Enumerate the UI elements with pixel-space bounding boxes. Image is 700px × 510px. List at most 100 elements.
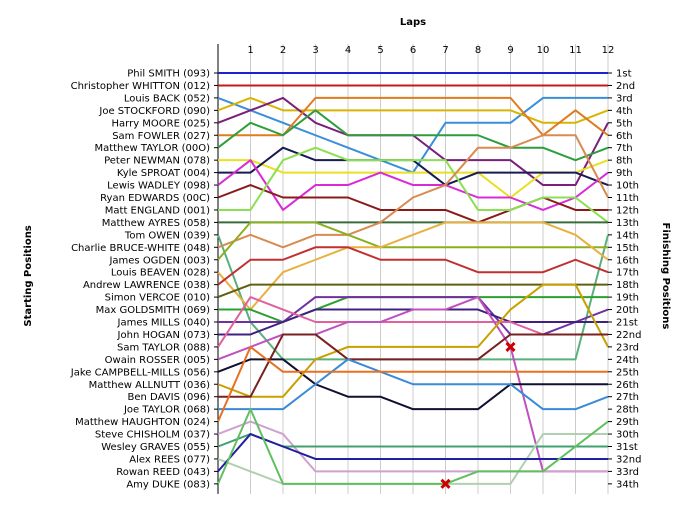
finishing-position-label: 18th bbox=[616, 280, 639, 291]
finishing-position-label: 6th bbox=[616, 131, 633, 142]
retirement-x-marker bbox=[505, 341, 516, 352]
starting-position-label: Matt ENGLAND (001) bbox=[105, 205, 210, 216]
finishing-position-label: 3rd bbox=[616, 93, 633, 104]
driver-position-line bbox=[217, 358, 608, 411]
finishing-position-label: 19th bbox=[616, 293, 639, 304]
driver-position-line bbox=[217, 109, 609, 162]
driver-position-line bbox=[217, 345, 608, 422]
driver-position-line bbox=[217, 159, 609, 211]
finishing-position-label: 8th bbox=[616, 156, 633, 167]
lap-tick-label: 7 bbox=[442, 45, 448, 56]
starting-position-label: Wesley GRAVES (055) bbox=[101, 442, 210, 453]
finishing-position-label: 31st bbox=[616, 442, 638, 453]
finishing-position-label: 7th bbox=[616, 143, 633, 154]
lap-tick-label: 12 bbox=[602, 45, 615, 56]
driver-position-line bbox=[217, 134, 609, 249]
finishing-position-label: 22nd bbox=[616, 330, 641, 341]
lap-tick-label: 4 bbox=[345, 45, 351, 56]
finishing-position-label: 20th bbox=[616, 305, 639, 316]
finishing-position-label: 21st bbox=[616, 318, 638, 329]
finishing-position-label: 11th bbox=[616, 193, 639, 204]
finishing-position-label: 5th bbox=[616, 118, 633, 129]
lap-tick-label: 6 bbox=[410, 45, 416, 56]
starting-position-label: James MILLS (040) bbox=[117, 318, 211, 329]
starting-position-label: Amy DUKE (083) bbox=[126, 479, 210, 490]
starting-position-label: Ryan EDWARDS (00C) bbox=[100, 193, 210, 204]
starting-position-label: Simon VERCOE (010) bbox=[105, 293, 210, 304]
starting-position-label: Andrew LAWRENCE (038) bbox=[83, 280, 210, 291]
finishing-position-label: 29th bbox=[616, 417, 639, 428]
finishing-position-label: 12th bbox=[616, 205, 639, 216]
finishing-position-label: 30th bbox=[616, 430, 639, 441]
finishing-position-label: 26th bbox=[616, 380, 639, 391]
starting-position-label: Steve CHISHOLM (037) bbox=[95, 430, 210, 441]
starting-position-label: Kyle SPROAT (004) bbox=[117, 168, 210, 179]
finishing-position-label: 9th bbox=[616, 168, 633, 179]
starting-position-label: Louis BEAVEN (028) bbox=[111, 268, 210, 279]
starting-position-label: Tom OWEN (039) bbox=[124, 230, 210, 241]
starting-position-label: Sam FOWLER (027) bbox=[112, 131, 210, 142]
lap-tick-label: 3 bbox=[312, 45, 318, 56]
driver-position-line bbox=[217, 283, 609, 398]
finishing-position-label: 23rd bbox=[616, 342, 639, 353]
starting-position-label: Joe STOCKFORD (090) bbox=[98, 106, 210, 117]
starting-position-label: Harry MOORE (025) bbox=[112, 118, 211, 129]
lap-tick-label: 11 bbox=[569, 45, 582, 56]
starting-position-label: Phil SMITH (093) bbox=[127, 69, 210, 80]
finishing-positions-axis-title: Finishing Positions bbox=[660, 223, 671, 330]
starting-position-label: Owain ROSSER (005) bbox=[105, 355, 210, 366]
driver-position-line bbox=[217, 433, 608, 473]
finishing-position-label: 24th bbox=[616, 355, 639, 366]
finishing-position-label: 13th bbox=[616, 218, 639, 229]
finishing-position-label: 15th bbox=[616, 243, 639, 254]
starting-position-label: Louis BACK (052) bbox=[124, 93, 210, 104]
finishing-position-label: 25th bbox=[616, 367, 639, 378]
lap-tick-label: 1 bbox=[247, 45, 253, 56]
starting-positions-axis-title: Starting Positions bbox=[23, 225, 34, 326]
driver-position-line bbox=[217, 221, 609, 311]
driver-position-line bbox=[217, 408, 609, 485]
finishing-position-label: 17th bbox=[616, 268, 639, 279]
finishing-position-label: 14th bbox=[616, 230, 639, 241]
starting-position-label: Matthew HAUGHTON (024) bbox=[75, 417, 210, 428]
lap-tick-label: 8 bbox=[475, 45, 481, 56]
driver-position-line bbox=[217, 246, 609, 286]
starting-position-label: Matthew AYRES (058) bbox=[102, 218, 210, 229]
finishing-position-label: 16th bbox=[616, 255, 639, 266]
lap-tick-label: 2 bbox=[280, 45, 286, 56]
starting-position-label: Matthew ALLNUTT (036) bbox=[89, 380, 210, 391]
finishing-position-label: 27th bbox=[616, 392, 639, 403]
finishing-position-label: 10th bbox=[616, 181, 639, 192]
starting-position-label: Alex REES (077) bbox=[129, 454, 210, 465]
starting-position-label: Christopher WHITTON (012) bbox=[71, 81, 211, 92]
lap-tick-label: 9 bbox=[507, 45, 513, 56]
driver-position-line bbox=[218, 146, 609, 224]
finishing-position-label: 1st bbox=[616, 69, 632, 80]
starting-position-label: Max GOLDSMITH (069) bbox=[96, 305, 210, 316]
starting-position-label: Joe TAYLOR (068) bbox=[123, 405, 210, 416]
starting-position-label: Matthew TAYLOR (00O) bbox=[94, 143, 210, 154]
retirement-x-marker bbox=[440, 478, 451, 489]
x-axis-title: Laps bbox=[400, 17, 426, 28]
starting-position-label: Rowan REED (043) bbox=[116, 467, 210, 478]
driver-position-line bbox=[217, 221, 608, 261]
position-lines bbox=[217, 72, 609, 485]
finishing-position-label: 32nd bbox=[616, 454, 641, 465]
starting-position-label: Charlie BRUCE-WHITE (048) bbox=[71, 243, 210, 254]
starting-position-label: Peter NEWMAN (078) bbox=[104, 156, 210, 167]
lap-tick-label: 5 bbox=[377, 45, 383, 56]
retirement-markers bbox=[440, 341, 516, 489]
lap-tick-label: 10 bbox=[537, 45, 550, 56]
driver-position-line bbox=[218, 333, 608, 398]
driver-position-line bbox=[217, 96, 609, 124]
starting-position-label: Jake CAMPBELL-MILLS (056) bbox=[70, 367, 210, 378]
starting-position-label: Sam TAYLOR (088) bbox=[117, 342, 210, 353]
grid bbox=[217, 44, 609, 494]
starting-position-label: James OGDEN (003) bbox=[108, 255, 210, 266]
finishing-position-label: 33rd bbox=[616, 467, 639, 478]
finishing-position-label: 34th bbox=[616, 479, 639, 490]
starting-position-label: Ben DAVIS (096) bbox=[128, 392, 211, 403]
